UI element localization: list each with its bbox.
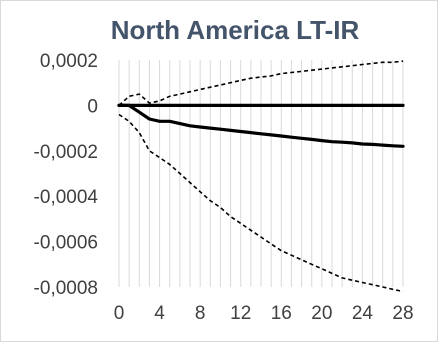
x-tick-label: 24 [352,303,374,324]
x-tick-label: 28 [392,303,413,324]
x-tick-label: 12 [230,303,251,324]
y-tick-label: -0,0002 [34,142,98,163]
y-tick-labels: 0,0002 0 -0,0002 -0,0004 -0,0006 -0,0008 [34,51,99,299]
y-tick-label: -0,0008 [34,278,98,299]
confidence-band-line [118,113,404,293]
y-tick-label: 0,0002 [40,51,98,72]
confidence-band-line [118,60,404,106]
x-tick-label: 0 [114,303,125,324]
y-tick-label: -0,0004 [34,187,99,208]
y-tick-label: -0,0006 [34,233,98,254]
grid-layer [118,60,404,287]
x-tick-label: 8 [195,303,206,324]
x-tick-labels: 0 4 8 12 16 20 24 28 [114,303,414,324]
x-tick-label: 16 [271,303,292,324]
chart-title: North America LT-IR [111,15,360,45]
y-tick-label: 0 [87,96,98,117]
series-line [117,103,405,148]
x-tick-label: 4 [154,303,165,324]
series-layer [117,60,405,293]
x-tick-label: 20 [311,303,332,324]
